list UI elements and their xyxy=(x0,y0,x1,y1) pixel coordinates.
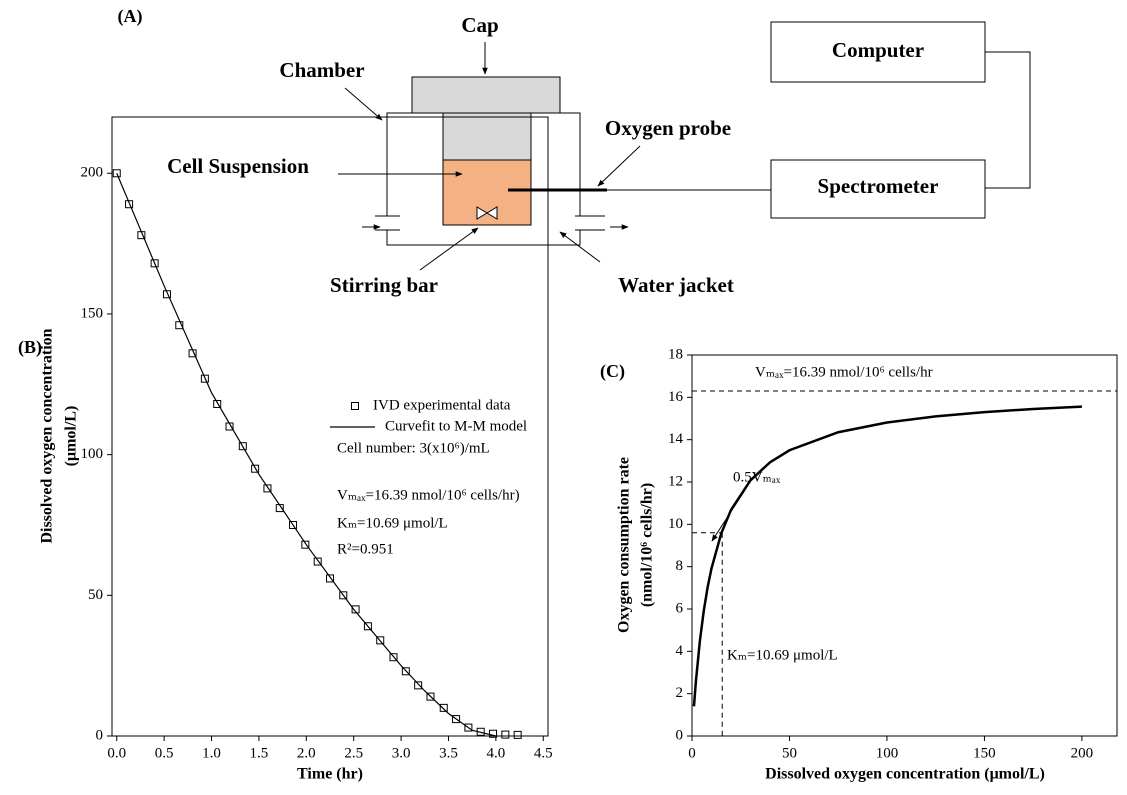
label: Water jacket xyxy=(618,273,734,297)
x-tick-label: 4.0 xyxy=(486,745,505,761)
panel-label: (C) xyxy=(600,361,625,382)
vial-headspace xyxy=(443,113,531,160)
annotation: Kₘ=10.69 μmol/L xyxy=(727,647,838,663)
y-axis-label: (μmol/L) xyxy=(63,406,80,467)
plot-frame xyxy=(692,355,1117,736)
x-tick-label: 3.0 xyxy=(392,745,411,761)
annotation: Cell number: 3(x10⁶)/mL xyxy=(337,440,490,456)
cell-suspension-shape xyxy=(443,160,531,225)
x-tick-label: 2.0 xyxy=(297,745,316,761)
y-tick-label: 150 xyxy=(81,305,104,321)
x-tick-label: 0.0 xyxy=(107,745,126,761)
y-tick-label: 0 xyxy=(96,727,104,743)
x-tick-label: 150 xyxy=(973,745,996,761)
y-axis-label: (nmol/10⁶ cells/hr) xyxy=(639,483,656,607)
y-tick-label: 14 xyxy=(668,431,684,447)
annotation: Vₘₐₓ=16.39 nmol/10⁶ cells/hr xyxy=(755,364,933,380)
legend-label: Curvefit to M-M model xyxy=(385,418,527,434)
y-tick-label: 4 xyxy=(676,643,684,659)
y-tick-label: 2 xyxy=(676,685,684,701)
label: Chamber xyxy=(279,58,364,82)
x-axis-label: Dissolved oxygen concentration (μmol/L) xyxy=(765,766,1045,783)
figure: (A) Cap Chamber Cell Suspension Oxygen p… xyxy=(0,0,1127,790)
data-point xyxy=(440,704,447,711)
x-tick-label: 50 xyxy=(782,745,797,761)
data-point xyxy=(514,731,521,738)
annotation: Kₘ=10.69 μmol/L xyxy=(337,515,448,531)
y-tick-label: 100 xyxy=(81,446,104,462)
arrow xyxy=(420,228,478,270)
x-tick-label: 3.5 xyxy=(439,745,458,761)
y-tick-label: 6 xyxy=(676,600,684,616)
legend-label: IVD experimental data xyxy=(373,397,511,413)
y-tick-label: 10 xyxy=(668,516,683,532)
label: Cell Suspension xyxy=(167,154,309,178)
setup-diagram: (A) Cap Chamber Cell Suspension Oxygen p… xyxy=(118,6,1031,297)
label: Cap xyxy=(461,13,498,37)
x-tick-label: 0 xyxy=(688,745,696,761)
panel-label: (A) xyxy=(118,6,143,27)
legend-marker xyxy=(352,403,359,410)
y-tick-label: 12 xyxy=(668,473,683,489)
x-tick-label: 200 xyxy=(1071,745,1094,761)
y-tick-label: 0 xyxy=(676,727,684,743)
label: Oxygen probe xyxy=(605,116,731,140)
arrow xyxy=(598,146,640,186)
annotation: Vₘₐₓ=16.39 nmol/10⁶ cells/hr) xyxy=(337,487,520,503)
y-tick-label: 16 xyxy=(668,389,684,405)
label: Stirring bar xyxy=(330,273,438,297)
x-tick-label: 0.5 xyxy=(155,745,174,761)
label: Spectrometer xyxy=(818,174,939,198)
arrow xyxy=(345,88,382,120)
annotation-arrow xyxy=(712,490,745,541)
x-axis-label: Time (hr) xyxy=(297,766,363,783)
y-axis-label: Dissolved oxygen concentration xyxy=(39,328,56,543)
x-tick-label: 2.5 xyxy=(344,745,363,761)
y-tick-label: 50 xyxy=(88,587,103,603)
x-tick-label: 1.5 xyxy=(250,745,269,761)
label: Computer xyxy=(832,38,924,62)
y-tick-label: 8 xyxy=(676,558,684,574)
y-tick-label: 18 xyxy=(668,346,683,362)
annotation: R²=0.951 xyxy=(337,541,394,557)
cap-shape xyxy=(412,77,560,113)
x-tick-label: 4.5 xyxy=(534,745,553,761)
y-axis-label: Oxygen consumption rate xyxy=(616,457,633,633)
x-tick-label: 100 xyxy=(876,745,899,761)
connection xyxy=(985,52,1030,188)
data-point xyxy=(415,682,422,689)
y-tick-label: 200 xyxy=(81,165,104,181)
annotation: 0.5Vₘₐₓ xyxy=(733,469,781,485)
data-point xyxy=(502,731,509,738)
x-tick-label: 1.0 xyxy=(202,745,221,761)
